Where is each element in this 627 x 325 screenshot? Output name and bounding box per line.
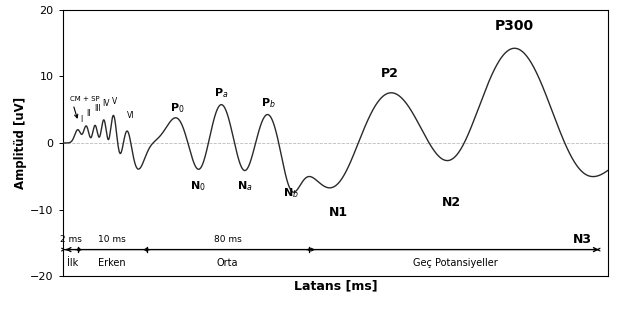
Text: III: III xyxy=(95,104,101,113)
Text: P2: P2 xyxy=(381,67,399,80)
Text: CM + SP: CM + SP xyxy=(70,96,100,102)
Text: N1: N1 xyxy=(329,206,347,219)
Text: İlk: İlk xyxy=(66,258,78,267)
Text: N$_b$: N$_b$ xyxy=(283,186,299,200)
Text: P$_b$: P$_b$ xyxy=(260,96,275,110)
Text: VI: VI xyxy=(127,111,134,120)
Text: 80 ms: 80 ms xyxy=(214,235,241,244)
Text: V: V xyxy=(112,98,117,106)
Text: P$_0$: P$_0$ xyxy=(170,101,184,115)
Text: Geç Potansiyeller: Geç Potansiyeller xyxy=(413,258,497,267)
Text: IV: IV xyxy=(102,99,109,108)
Text: N3: N3 xyxy=(572,233,592,246)
X-axis label: Latans [ms]: Latans [ms] xyxy=(293,279,377,292)
Text: Orta: Orta xyxy=(217,258,238,267)
Text: Erken: Erken xyxy=(98,258,126,267)
Text: 2 ms: 2 ms xyxy=(60,235,82,244)
Text: N$_0$: N$_0$ xyxy=(190,180,206,193)
Y-axis label: Amplitüd [uV]: Amplitüd [uV] xyxy=(14,97,28,189)
Text: N$_a$: N$_a$ xyxy=(237,180,252,193)
Text: P$_a$: P$_a$ xyxy=(214,86,228,100)
Text: I: I xyxy=(80,115,82,124)
Text: P300: P300 xyxy=(495,19,534,33)
Text: II: II xyxy=(87,109,91,118)
Text: N2: N2 xyxy=(441,196,461,209)
Text: 10 ms: 10 ms xyxy=(98,235,126,244)
